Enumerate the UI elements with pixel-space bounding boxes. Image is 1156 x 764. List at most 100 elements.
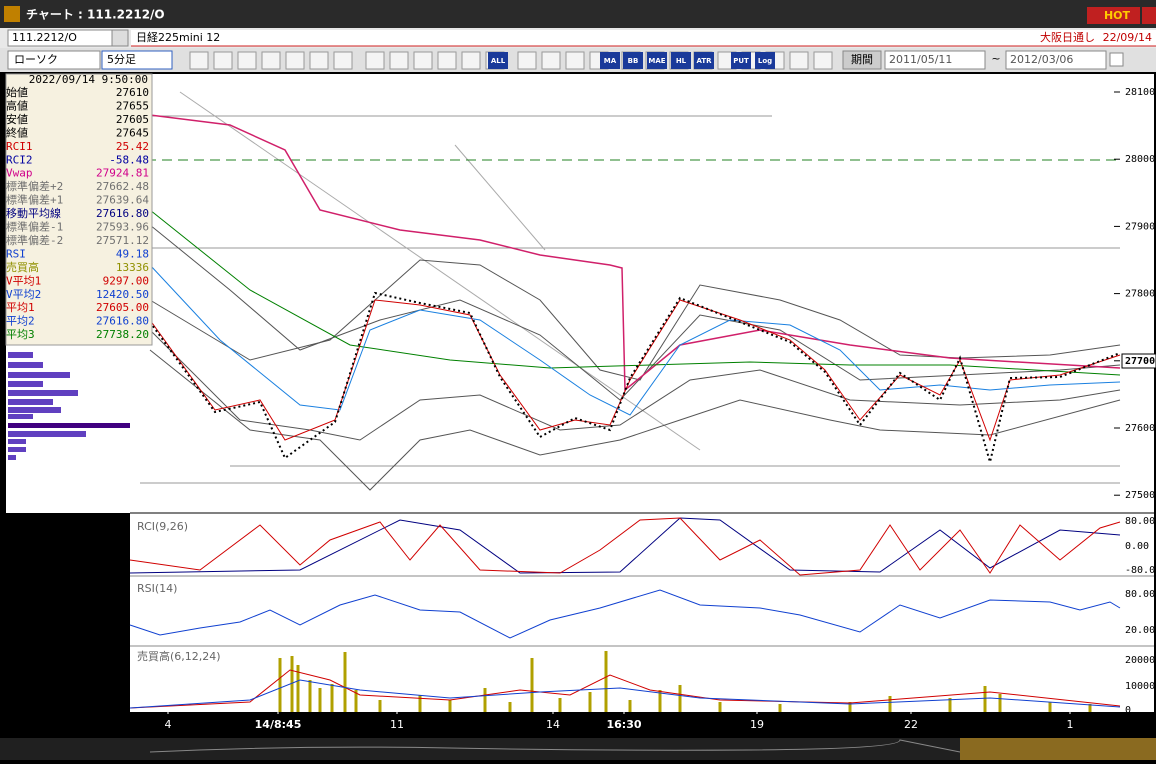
time-label: 4 (165, 718, 172, 731)
price-label: 27500 (1125, 490, 1155, 501)
info-value: 27639.64 (96, 194, 149, 207)
tool-icon[interactable] (189, 51, 209, 70)
market: 大阪日通し (1040, 30, 1095, 44)
to-date: 2012/03/06 (1010, 53, 1073, 66)
tool-icon[interactable] (333, 51, 353, 70)
info-value: 25.42 (116, 140, 149, 153)
info-label: RCI1 (6, 140, 33, 153)
panel-tick: 20000 (1125, 655, 1155, 666)
hot-button[interactable] (1087, 7, 1140, 24)
from-box[interactable] (884, 50, 986, 70)
tool-icon[interactable] (285, 51, 305, 70)
tool-button[interactable] (755, 52, 775, 69)
time-label: 22 (904, 718, 918, 731)
info-label: 平均2 (6, 315, 35, 328)
tool-icon[interactable] (413, 51, 433, 70)
panel-tick: 0.00 (1125, 541, 1149, 552)
info-value: 27610 (116, 86, 149, 99)
info-value: 27655 (116, 99, 149, 112)
price-label: 27900 (1125, 221, 1155, 232)
chart-type: ローソク (14, 53, 58, 66)
info-label: RSI (6, 247, 26, 260)
tool-button-label: HL (676, 57, 687, 65)
chart-type-box[interactable] (7, 50, 101, 70)
tool-button-label: ATR (696, 57, 712, 65)
panel-label: RCI(9,26) (137, 520, 188, 533)
tilde: ~ (991, 52, 1000, 65)
close-button[interactable] (1142, 7, 1156, 24)
navigator-line (149, 739, 961, 753)
info-value: 27593.96 (96, 221, 149, 234)
tool-button[interactable] (488, 52, 508, 69)
tool-icon[interactable] (237, 51, 257, 70)
info-label: 標準偏差-2 (6, 233, 63, 247)
tool-icon[interactable] (389, 51, 409, 70)
volume-bars (278, 651, 1092, 712)
info-label: 始値 (6, 85, 28, 99)
dropdown-arrow[interactable] (111, 29, 129, 47)
info-label: 安値 (6, 112, 28, 126)
navigator (0, 738, 1156, 760)
tool-button[interactable] (600, 52, 620, 69)
tool-icon[interactable] (541, 51, 561, 70)
tool-icon[interactable] (813, 51, 833, 70)
info-panel (5, 73, 153, 346)
info-label: 高値 (6, 98, 28, 112)
panel-label: RSI(14) (137, 582, 177, 595)
interval-box[interactable] (101, 50, 173, 70)
title-bar (0, 0, 1156, 28)
info-label: 移動平均線 (6, 206, 61, 220)
tool-icon[interactable] (789, 51, 809, 70)
tool-icon[interactable] (261, 51, 281, 70)
period: 期間 (851, 53, 873, 66)
tool-button-label: PUT (733, 57, 749, 65)
tool-button[interactable] (647, 52, 667, 69)
info-label: 標準偏差-1 (6, 220, 63, 234)
info-label: Vwap (6, 167, 33, 180)
info-label: 標準偏差+1 (6, 193, 63, 207)
current-price-box (1121, 353, 1156, 369)
tool-button[interactable] (731, 52, 751, 69)
time-axis-area (0, 714, 1156, 738)
info-value: -58.48 (109, 153, 149, 166)
info-value: 13336 (116, 261, 149, 274)
time-label: 16:30 (606, 718, 641, 731)
tool-icon[interactable] (213, 51, 233, 70)
info-value: 27616.80 (96, 315, 149, 328)
rsi-line (129, 589, 1121, 639)
panel-tick: 80.00 (1125, 589, 1155, 600)
info-value: 9297.00 (103, 274, 149, 287)
info-value: 27924.81 (96, 167, 149, 180)
price-label: 27600 (1125, 423, 1155, 434)
tool-icon[interactable] (309, 51, 329, 70)
info-value: 27738.20 (96, 328, 149, 341)
info-value: 12420.50 (96, 288, 149, 301)
tool-icon[interactable] (565, 51, 585, 70)
period-button[interactable] (842, 50, 882, 70)
navigator-range[interactable] (960, 738, 1156, 760)
panel-tick: 10000 (1125, 681, 1155, 692)
info-label: 売買高 (6, 260, 39, 274)
tool-icon[interactable] (517, 51, 537, 70)
tool-button[interactable] (671, 52, 691, 69)
tool-icon[interactable] (365, 51, 385, 70)
info-label: 平均3 (6, 328, 35, 341)
info-value: 27571.12 (96, 234, 149, 247)
info-value: 27605 (116, 113, 149, 126)
rci-lines (129, 517, 1121, 576)
current-price: 27700 (1125, 356, 1155, 367)
to-box[interactable] (1005, 50, 1107, 70)
tool-button-label: MA (604, 57, 617, 65)
info-label: RCI2 (6, 153, 33, 166)
tool-button[interactable] (623, 52, 643, 69)
time-label: 14/8:45 (255, 718, 302, 731)
info-value: 27662.48 (96, 180, 149, 193)
window-title: チャート : 111.2212/O (26, 8, 165, 22)
tool-button[interactable] (694, 52, 714, 69)
tool-icon[interactable] (437, 51, 457, 70)
checkbox[interactable] (1109, 52, 1124, 67)
tool-icon[interactable] (461, 51, 481, 70)
time-label: 14 (546, 718, 560, 731)
price-label: 27800 (1125, 289, 1155, 300)
